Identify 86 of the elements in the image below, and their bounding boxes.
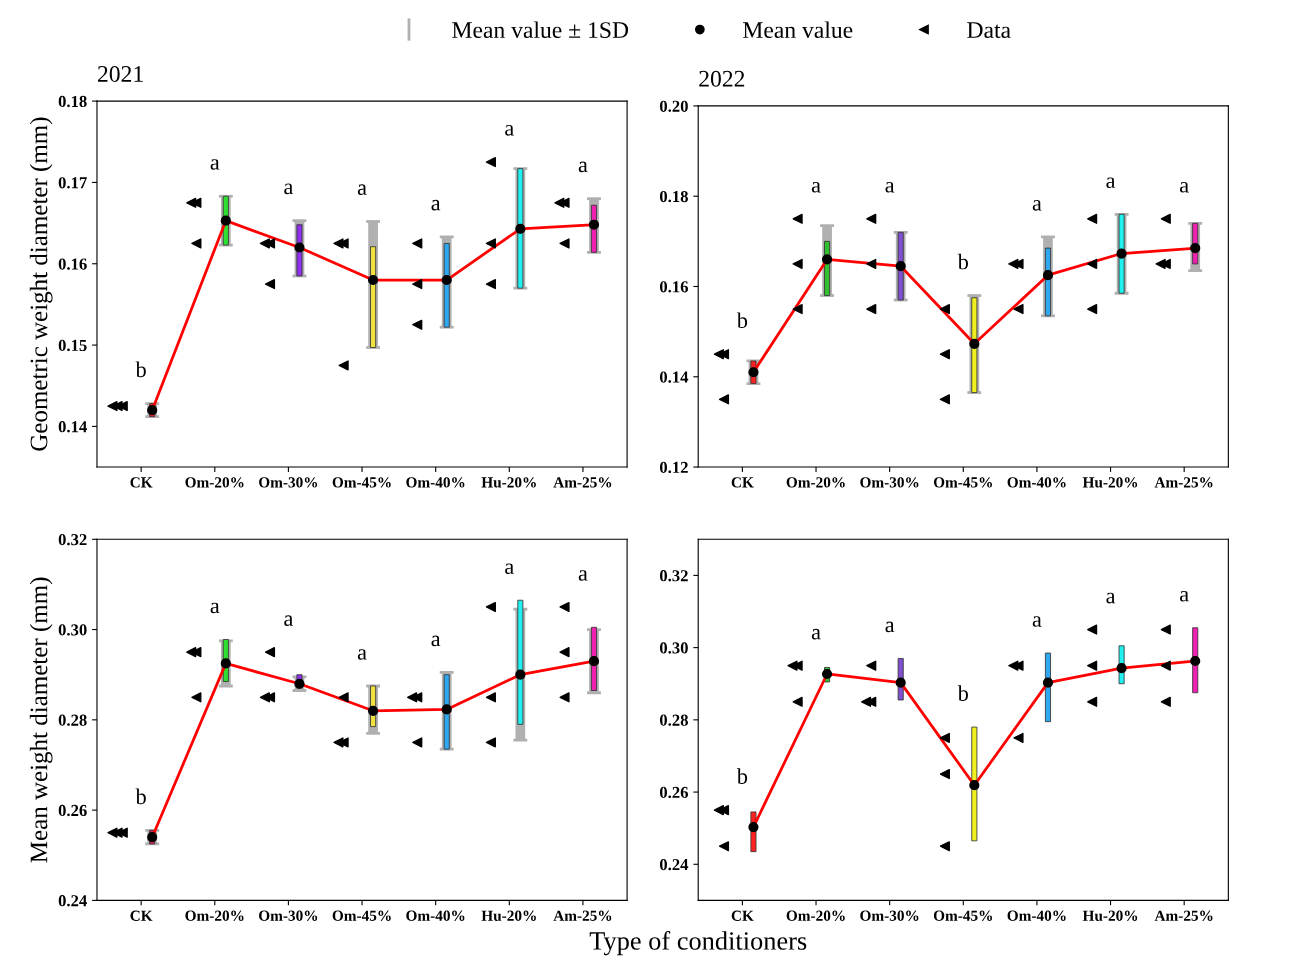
- y-tick-label: 0.26: [58, 804, 87, 817]
- annotation: a: [578, 570, 588, 581]
- annotation: a: [431, 635, 441, 647]
- x-tick-label: Hu-20%: [481, 910, 536, 921]
- y-tick-label: 0.20: [659, 100, 688, 112]
- x-tick-label: Om-40%: [1007, 477, 1066, 488]
- x-tick-label: Hu-20%: [481, 477, 536, 488]
- annotation: a: [284, 615, 294, 626]
- annotation: a: [505, 563, 514, 575]
- annotation: a: [885, 181, 895, 193]
- x-tick-label: Om-40%: [406, 910, 465, 921]
- legend-label: Mean value: [743, 21, 853, 39]
- annotation: a: [1106, 592, 1116, 604]
- y-tick-label: 0.16: [659, 281, 689, 293]
- y-tick-label: 0.30: [659, 642, 688, 654]
- x-tick-label: Am-25%: [1154, 910, 1213, 921]
- x-tick-label: Om-20%: [786, 910, 845, 921]
- y-tick-label: 0.18: [58, 95, 87, 108]
- annotation: a: [431, 199, 441, 211]
- annotation: a: [811, 181, 821, 193]
- y-tick-label: 0.16: [58, 258, 87, 270]
- y-axis-title: Mean weight diameter (mm): [29, 577, 53, 863]
- annotation: a: [578, 161, 588, 173]
- y-tick-label: 0.32: [659, 570, 688, 582]
- y-tick-label: 0.30: [58, 624, 87, 636]
- annotation: a: [505, 124, 514, 136]
- y-tick-label: 0.24: [58, 895, 87, 907]
- x-tick-label: Hu-20%: [1082, 910, 1138, 921]
- x-tick-label: Om-30%: [259, 910, 318, 921]
- x-tick-label: Om-30%: [860, 910, 919, 921]
- annotation: b: [135, 361, 146, 378]
- annotation: b: [957, 253, 968, 270]
- annotation: a: [1032, 616, 1042, 627]
- annotation: a: [811, 628, 821, 640]
- x-tick-label: Om-30%: [860, 477, 919, 488]
- legend-title: Mean value ± 1SD: [452, 21, 629, 39]
- annotation: a: [1106, 177, 1116, 189]
- x-tick-label: Om-45%: [933, 477, 992, 488]
- x-tick-label: CK: [731, 910, 754, 921]
- x-tick-label: CK: [731, 477, 754, 488]
- chart-title: 2022: [699, 70, 745, 87]
- x-tick-label: CK: [130, 477, 153, 488]
- y-tick-label: 0.32: [58, 533, 87, 546]
- y-tick-label: 0.14: [659, 371, 689, 383]
- x-tick-label: Om-45%: [933, 910, 992, 921]
- x-tick-label: Om-40%: [406, 477, 465, 488]
- annotation: b: [736, 768, 748, 784]
- x-tick-label: Om-45%: [332, 910, 391, 921]
- x-tick-label: Om-20%: [185, 477, 244, 488]
- x-tick-label: Am-25%: [1154, 477, 1213, 488]
- annotation: b: [736, 312, 748, 329]
- legend-label: Data: [967, 22, 1011, 39]
- annotation: a: [885, 621, 895, 633]
- x-axis-title: Type of conditioners: [589, 931, 807, 956]
- y-tick-label: 0.17: [58, 177, 87, 189]
- x-tick-label: Om-30%: [259, 477, 318, 488]
- annotation: a: [357, 184, 367, 195]
- y-tick-label: 0.18: [659, 190, 688, 203]
- annotation: a: [357, 649, 367, 660]
- annotation: a: [284, 183, 294, 195]
- annotation: a: [210, 602, 220, 614]
- x-tick-label: Am-25%: [553, 910, 612, 921]
- x-tick-label: CK: [130, 910, 153, 921]
- annotation: a: [210, 159, 220, 170]
- y-tick-label: 0.12: [659, 461, 688, 474]
- x-tick-label: Am-25%: [553, 477, 612, 488]
- y-tick-label: 0.14: [58, 421, 87, 433]
- y-tick-label: 0.15: [58, 339, 87, 352]
- annotation: b: [135, 788, 146, 805]
- x-tick-label: Om-20%: [185, 910, 244, 921]
- x-tick-label: Om-20%: [786, 477, 845, 488]
- x-tick-label: Hu-20%: [1082, 477, 1138, 488]
- y-tick-label: 0.28: [659, 714, 688, 726]
- x-tick-label: Om-45%: [332, 477, 391, 488]
- annotation: a: [1180, 590, 1189, 602]
- annotation: b: [957, 685, 968, 701]
- bar: [517, 599, 524, 725]
- y-tick-label: 0.26: [659, 786, 689, 799]
- chart-title: 2021: [98, 65, 143, 82]
- annotation: a: [1180, 181, 1189, 193]
- annotation: a: [1032, 200, 1042, 211]
- x-tick-label: Om-40%: [1007, 910, 1066, 921]
- y-tick-label: 0.24: [659, 858, 689, 871]
- y-axis-title: Geometric weight diameter (mm): [29, 117, 53, 451]
- bar: [971, 726, 978, 842]
- y-tick-label: 0.28: [58, 714, 87, 726]
